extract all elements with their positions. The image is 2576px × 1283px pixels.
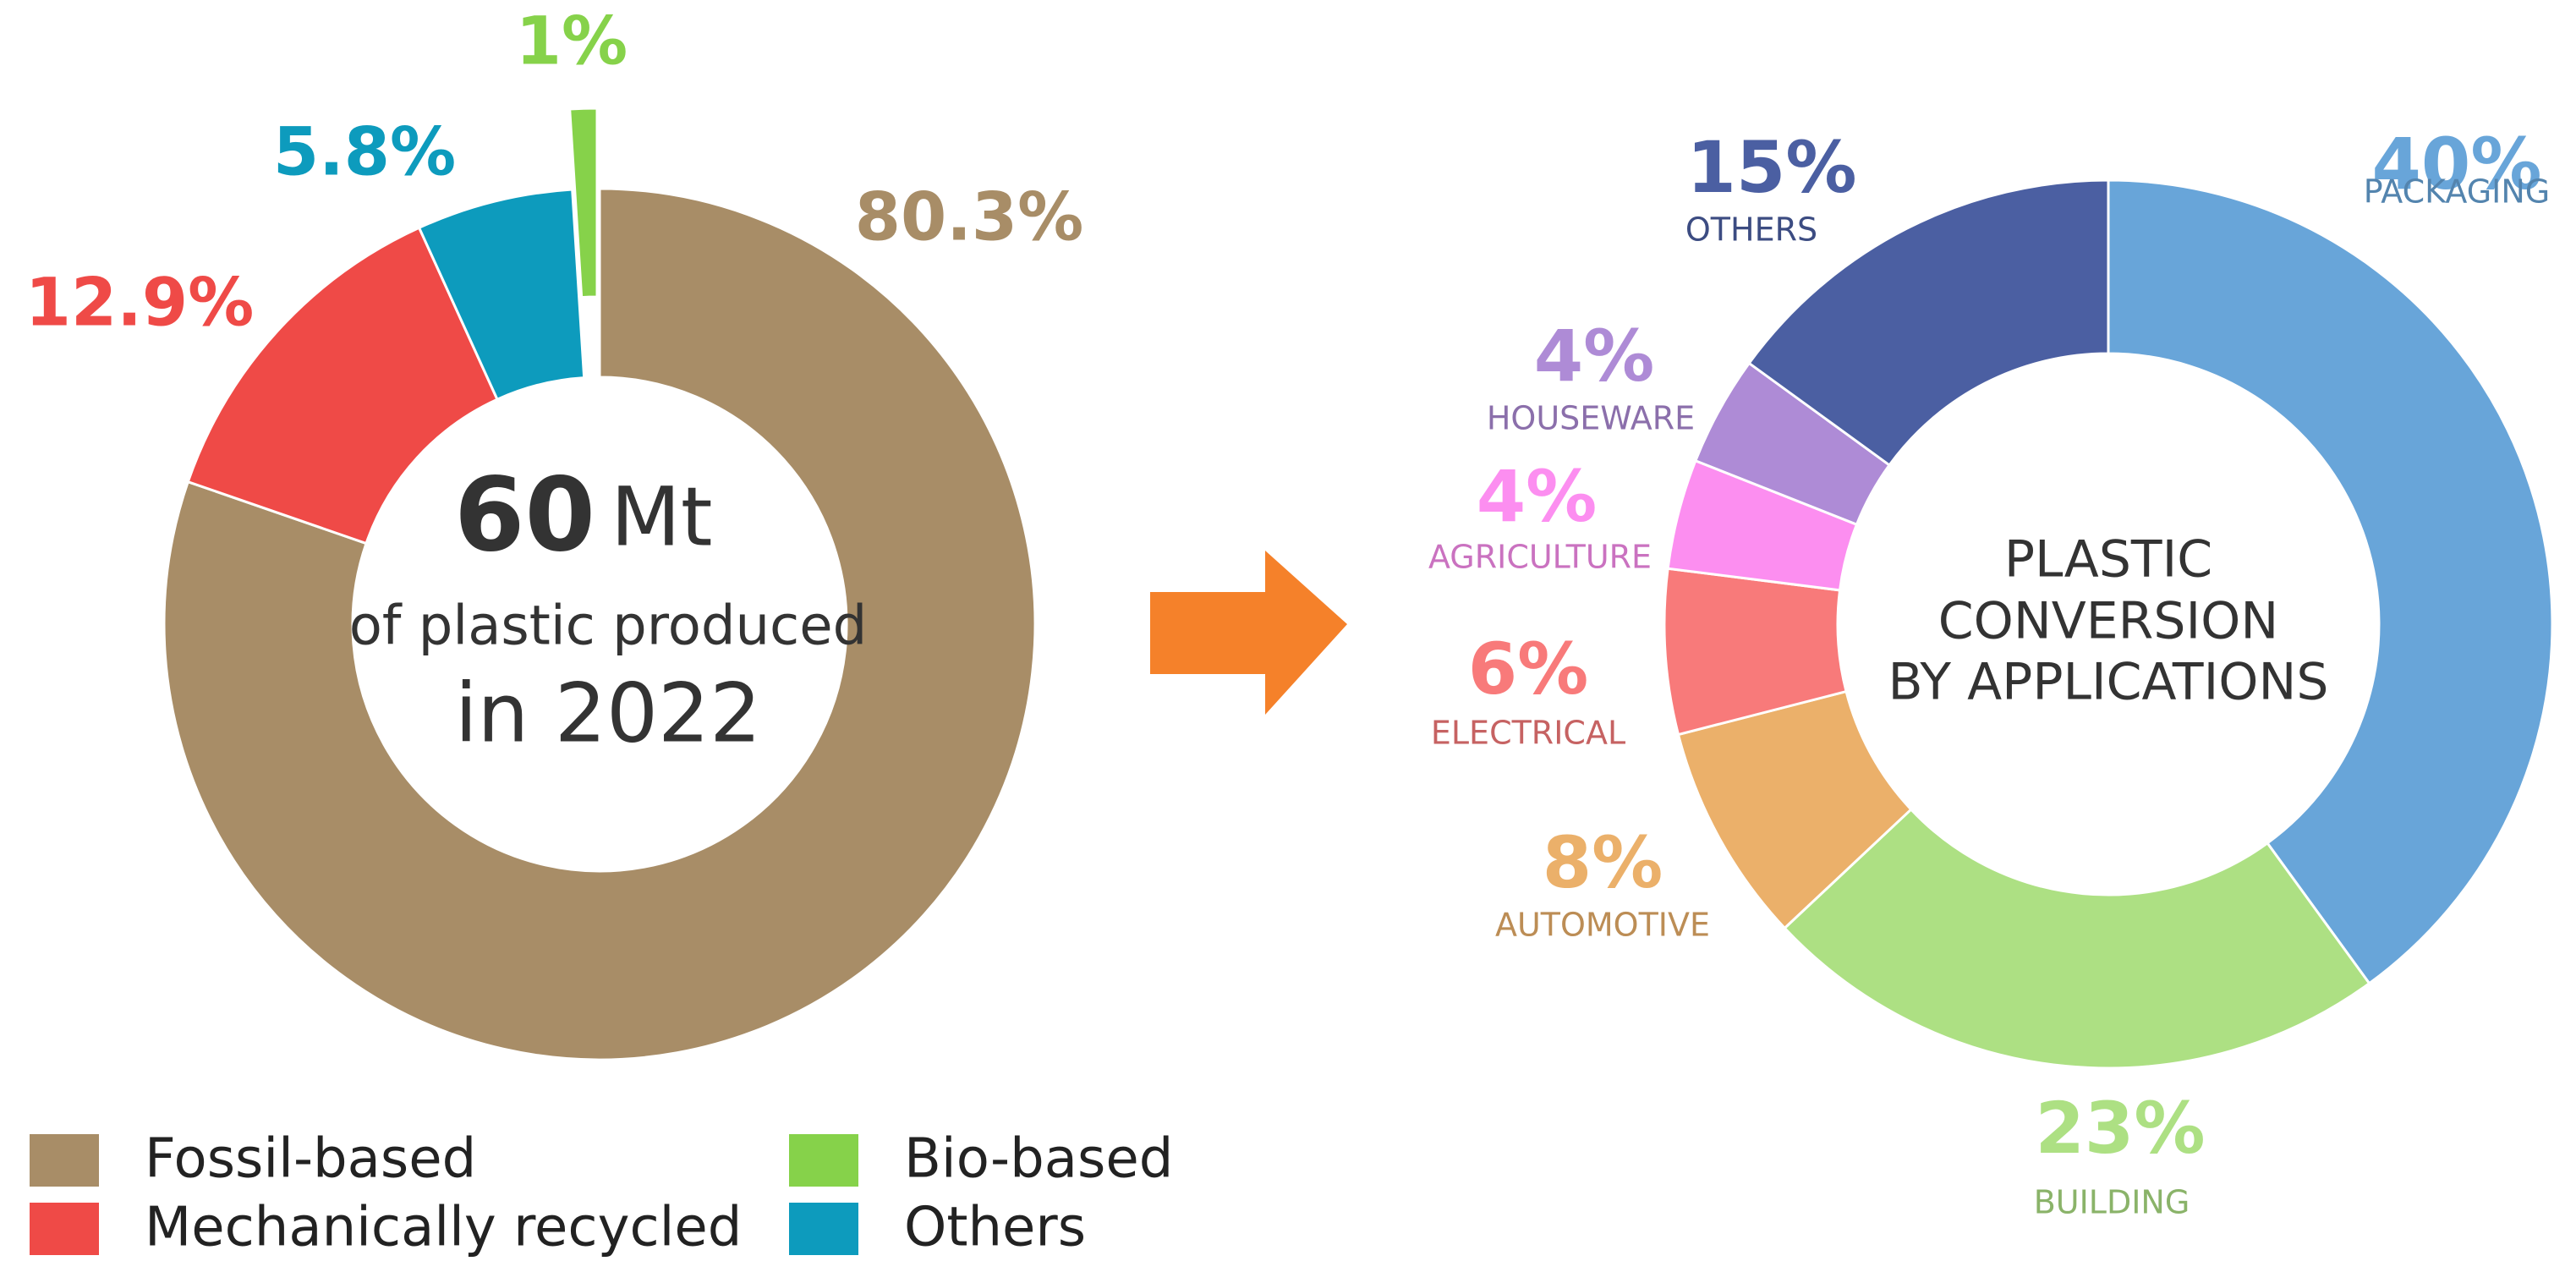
- center-text: CONVERSION: [1938, 592, 2279, 651]
- category-label: AUTOMOTIVE: [1495, 907, 1710, 944]
- value-label: 6%: [1468, 628, 1589, 710]
- legend-swatch: [30, 1203, 99, 1255]
- center-text: in 2022: [455, 666, 761, 760]
- value-label: 5.8%: [273, 114, 456, 190]
- legend-label: Fossil-based: [145, 1128, 476, 1191]
- category-label: OTHERS: [1685, 211, 1817, 249]
- category-label: ELECTRICAL: [1431, 715, 1625, 752]
- slice: [2107, 178, 2554, 985]
- arrow: [1150, 551, 1347, 715]
- legend-swatch: [789, 1134, 858, 1187]
- category-label: BUILDING: [2034, 1184, 2190, 1221]
- center-text: PLASTIC: [2004, 530, 2212, 589]
- center-text: Mt: [611, 469, 712, 564]
- value-label: 4%: [1477, 455, 1598, 538]
- center-text: of plastic produced: [349, 595, 867, 658]
- slice: [568, 107, 599, 299]
- value-label: 1%: [516, 3, 628, 80]
- center-text: BY APPLICATIONS: [1888, 653, 2329, 712]
- category-label: AGRICULTURE: [1428, 539, 1652, 576]
- value-label: 80.3%: [855, 179, 1084, 255]
- legend-swatch: [30, 1134, 99, 1187]
- legend-label: Bio-based: [904, 1128, 1173, 1191]
- legend-label: Mechanically recycled: [145, 1197, 742, 1259]
- value-label: 23%: [2035, 1087, 2205, 1170]
- legend-label: Others: [904, 1197, 1086, 1259]
- slice: [1783, 807, 2371, 1070]
- slice: [186, 226, 499, 546]
- legend-swatch: [789, 1203, 858, 1255]
- slice: [162, 187, 1037, 1061]
- value-label: 15%: [1686, 126, 1856, 209]
- category-label: HOUSEWARE: [1487, 400, 1695, 437]
- center-text: 60: [454, 458, 595, 575]
- value-label: 4%: [1534, 315, 1655, 398]
- slice: [1747, 178, 2110, 468]
- value-label: 8%: [1543, 821, 1663, 904]
- value-label: 40%: [2371, 123, 2541, 206]
- value-label: 12.9%: [25, 265, 255, 341]
- slice: [417, 188, 586, 402]
- category-label: PACKAGING: [2364, 173, 2550, 211]
